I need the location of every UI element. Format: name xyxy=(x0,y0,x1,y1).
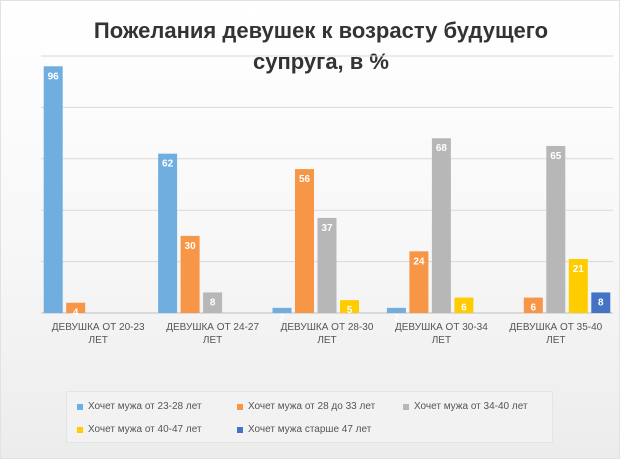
legend-label: Хочет мужа от 40-47 лет xyxy=(88,424,202,435)
bar xyxy=(180,235,200,313)
category-label: ЛЕТ xyxy=(546,335,565,346)
legend-item: Хочет мужа от 23-28 лет xyxy=(77,401,202,412)
bar xyxy=(431,138,451,313)
category-label: ДЕВУШКА ОТ 30-34 xyxy=(395,322,488,333)
legend-item: Хочет мужа старше 47 лет xyxy=(237,424,371,435)
legend-swatch xyxy=(237,403,243,410)
data-label: 65 xyxy=(550,151,562,162)
legend-label: Хочет мужа старше 47 лет xyxy=(248,424,372,435)
data-label: 56 xyxy=(299,174,311,185)
category-label: ЛЕТ xyxy=(89,335,108,346)
data-label: 2 xyxy=(394,313,400,324)
category-label: ДЕВУШКА ОТ 35-40 xyxy=(509,322,602,333)
data-label: 21 xyxy=(573,264,585,275)
category-label: ДЕВУШКА ОТ 28-30 xyxy=(281,322,374,333)
bar xyxy=(523,297,543,313)
data-label: 8 xyxy=(210,297,216,308)
bar xyxy=(386,307,406,313)
data-label: 96 xyxy=(48,71,60,82)
bar xyxy=(203,292,223,313)
legend-item: Хочет мужа от 40-47 лет xyxy=(77,424,202,435)
legend-swatch xyxy=(77,426,83,433)
legend-swatch xyxy=(237,426,243,433)
data-label: 6 xyxy=(531,303,537,314)
data-label: 37 xyxy=(321,223,333,234)
category-label: ДЕВУШКА ОТ 20-23 xyxy=(52,322,145,333)
legend-label: Хочет мужа от 28 до 33 лет xyxy=(248,401,376,412)
legend-label: Хочет мужа от 34-40 лет xyxy=(414,401,528,412)
category-label: ЛЕТ xyxy=(317,335,336,346)
legend-swatch xyxy=(77,403,83,410)
bar xyxy=(158,153,178,313)
category-label: ДЕВУШКА ОТ 24-27 xyxy=(166,322,259,333)
bar xyxy=(409,251,429,313)
data-label: 2 xyxy=(279,313,285,324)
legend-swatch xyxy=(403,403,409,410)
data-label: 4 xyxy=(73,308,79,319)
bar xyxy=(295,169,314,313)
bar xyxy=(546,145,566,313)
bar xyxy=(454,297,474,313)
data-label: 6 xyxy=(461,303,467,314)
category-label: ЛЕТ xyxy=(203,335,222,346)
bar xyxy=(591,292,611,313)
bar xyxy=(340,300,359,313)
data-label: 8 xyxy=(598,297,604,308)
chart-legend: Хочет мужа от 23-28 лет Хочет мужа от 28 … xyxy=(66,391,553,443)
legend-label: Хочет мужа от 23-28 лет xyxy=(88,401,202,412)
data-label: 24 xyxy=(413,256,425,267)
bar xyxy=(66,302,86,313)
legend-item: Хочет мужа от 34-40 лет xyxy=(403,401,528,412)
data-label: 68 xyxy=(436,143,448,154)
bar xyxy=(317,217,337,313)
bar xyxy=(272,307,292,313)
bar xyxy=(568,259,588,313)
chart-title: Пожелания девушек к возрасту будущего су… xyxy=(93,18,549,74)
data-label: 30 xyxy=(185,241,197,252)
bar xyxy=(43,66,63,313)
category-label: ЛЕТ xyxy=(432,335,451,346)
data-label: 5 xyxy=(347,305,353,316)
data-label: 62 xyxy=(162,159,174,170)
legend-item: Хочет мужа от 28 до 33 лет xyxy=(237,401,375,412)
